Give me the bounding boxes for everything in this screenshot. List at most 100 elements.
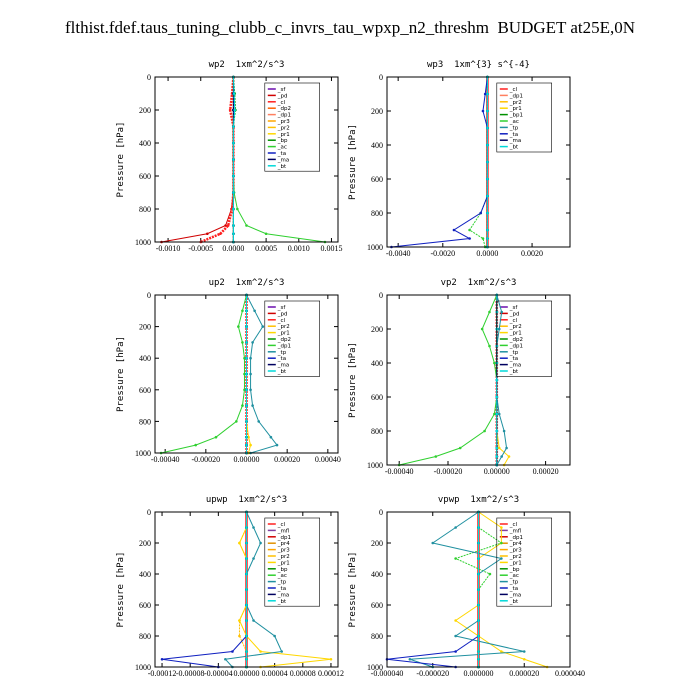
x-tick-label: 0.00040 — [315, 455, 341, 464]
profile-marker — [486, 237, 489, 240]
panel-title: wp2 1xm^2/s^3 — [209, 60, 285, 70]
panel-title: upwp 1xm^2/s^3 — [206, 495, 287, 505]
y-tick-label: 200 — [139, 539, 151, 548]
profile-marker — [522, 657, 526, 661]
legend-label: _pr2 — [277, 554, 290, 560]
y-tick-label: 1000 — [135, 449, 151, 458]
plot-frame — [154, 294, 339, 454]
panel-title: vp2 1xm^2/s^3 — [441, 278, 517, 288]
x-tick-label: 0.0015 — [320, 244, 342, 253]
profile-marker — [486, 92, 489, 96]
profile-marker — [245, 657, 248, 661]
plot-frame — [154, 76, 339, 243]
profile-marker — [245, 420, 248, 423]
x-tick-label: -0.00008 — [176, 669, 205, 678]
y-tick-label: 0 — [147, 508, 151, 517]
profile-marker — [495, 446, 499, 450]
x-tick-label: -0.000020 — [416, 669, 449, 678]
legend-label: _pr2 — [277, 324, 290, 330]
profile-marker — [257, 420, 261, 423]
profile-marker — [454, 619, 457, 622]
legend-box — [496, 517, 552, 607]
profile-marker — [488, 572, 492, 576]
profile-marker — [280, 650, 283, 653]
panel-title: up2 1xm^2/s^3 — [209, 278, 285, 288]
legend-label: _tp — [509, 350, 519, 356]
x-tick-label: 0.00012 — [318, 669, 344, 678]
profile-line — [161, 77, 234, 243]
profile-marker — [454, 557, 457, 560]
profile-marker — [232, 92, 236, 95]
y-tick-label: 600 — [371, 393, 383, 402]
profile-marker — [431, 541, 435, 545]
profile-marker — [452, 228, 456, 232]
y-tick-label: 400 — [139, 354, 151, 363]
profile-marker — [232, 158, 235, 161]
profile-marker — [232, 232, 235, 236]
profile-marker — [245, 309, 248, 313]
plot-frame — [154, 511, 339, 668]
profile-marker — [245, 634, 248, 638]
legend-label: _ac — [277, 145, 287, 151]
legend-label: _ma — [509, 592, 521, 598]
profile-marker — [481, 109, 485, 113]
x-tick-label: 0.000000 — [464, 669, 494, 678]
profile-marker — [458, 446, 462, 450]
x-tick-label: -0.0020 — [430, 249, 455, 258]
profile-marker — [454, 526, 457, 529]
y-tick-label: 600 — [371, 601, 383, 610]
profile-marker — [233, 108, 237, 112]
legend-label: _pr1 — [509, 560, 522, 566]
legend-label: _cl — [277, 100, 286, 106]
profile-marker — [251, 341, 254, 344]
profile-marker — [495, 378, 499, 382]
legend-label: _pr2 — [509, 100, 522, 106]
profile-marker — [497, 446, 501, 450]
legend-label: _bp1 — [509, 113, 523, 119]
profile-marker — [483, 429, 486, 433]
y-tick-label: 1000 — [367, 461, 383, 470]
legend-label: _dp1 — [277, 535, 291, 541]
profile-marker — [232, 224, 235, 227]
legend-label: _ma — [277, 592, 289, 598]
legend-label: _bp — [277, 138, 288, 144]
x-tick-label: 0.0000 — [222, 244, 244, 253]
y-axis-label: Pressure [hPa] — [116, 122, 126, 198]
profile-marker — [483, 92, 487, 96]
profile-marker — [249, 356, 252, 360]
y-tick-label: 600 — [139, 386, 151, 395]
x-tick-label: -0.00004 — [204, 669, 233, 678]
y-tick-label: 400 — [371, 570, 383, 579]
profile-marker — [486, 160, 489, 164]
panel: up2 1xm^2/s^3 Pressure [hPa] 0 200 400 600 800… — [116, 278, 341, 464]
profile-marker — [245, 619, 248, 622]
profile-line — [161, 512, 247, 668]
profile-line — [246, 294, 278, 454]
profile-marker — [495, 455, 499, 458]
x-tick-label: 0.0005 — [255, 244, 277, 253]
x-tick-label: 0.000020 — [509, 669, 539, 678]
y-tick-label: 200 — [139, 106, 151, 115]
y-tick-label: 200 — [139, 323, 151, 332]
profile-marker — [486, 211, 489, 215]
legend-label: _ta — [277, 151, 286, 157]
profile-marker — [241, 309, 244, 313]
profile-marker — [245, 435, 248, 439]
y-axis-label: Pressure [hPa] — [116, 336, 126, 412]
y-tick-label: 1000 — [135, 238, 151, 247]
profile-marker — [252, 619, 255, 622]
profile-marker — [252, 557, 255, 560]
profile-marker — [468, 237, 471, 240]
profile-marker — [236, 207, 239, 211]
profile-marker — [486, 228, 489, 232]
legend-box — [264, 517, 320, 607]
profile-marker — [219, 232, 222, 236]
x-tick-label: 0.00000 — [234, 669, 260, 678]
profile-marker — [245, 388, 248, 392]
legend-label: _pr2 — [509, 324, 522, 330]
profile-marker — [214, 435, 218, 439]
profile-marker — [253, 309, 256, 313]
x-tick-label: 0.000040 — [555, 669, 585, 678]
legend-label: _ta — [277, 356, 286, 362]
